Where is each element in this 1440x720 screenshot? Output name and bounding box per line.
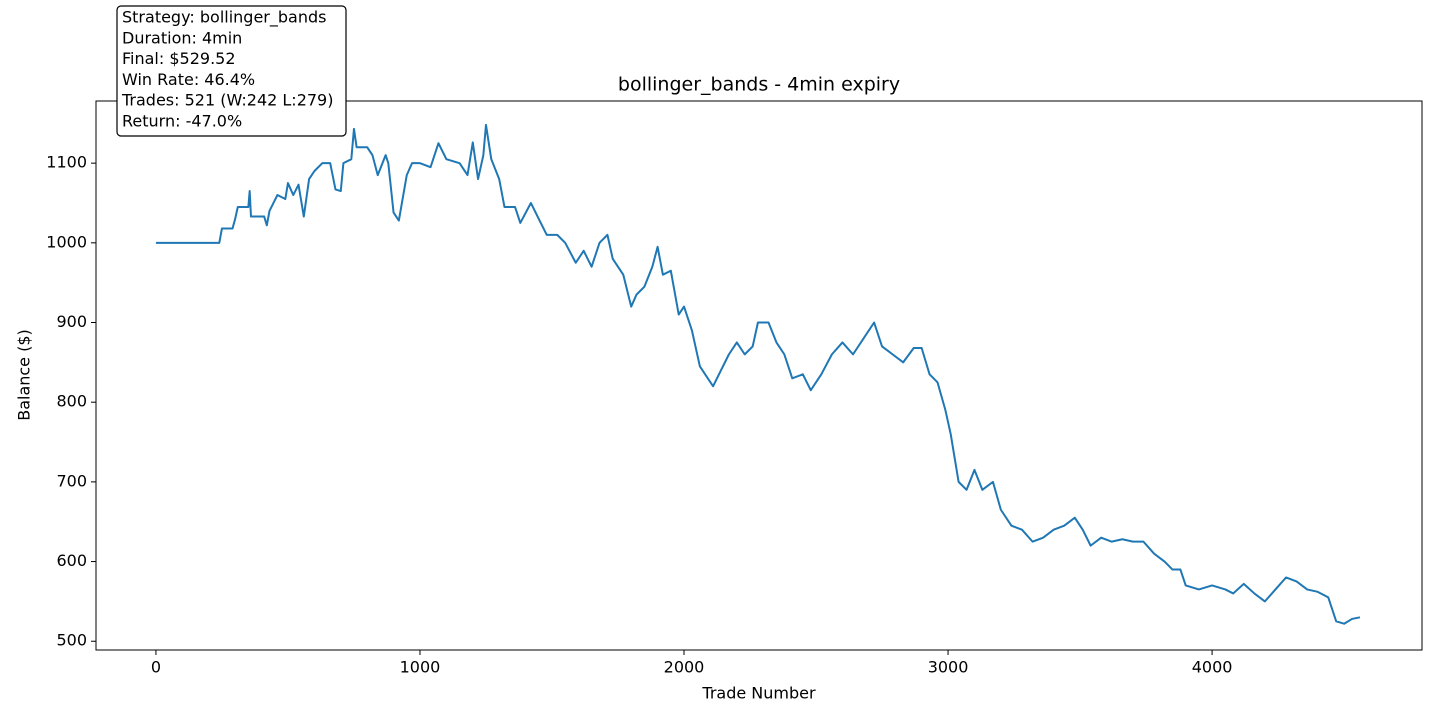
x-tick-label: 4000 — [1192, 658, 1233, 677]
y-tick-label: 1000 — [46, 232, 87, 251]
annotation-line: Final: $529.52 — [122, 49, 236, 68]
annotation-line: Trades: 521 (W:242 L:279) — [121, 91, 333, 110]
x-tick-label: 2000 — [664, 658, 705, 677]
balance-line — [155, 123, 1361, 625]
annotation-box — [116, 5, 347, 137]
annotation-line: Duration: 4min — [122, 28, 242, 47]
chart-title: bollinger_bands - 4min expiry — [618, 74, 900, 96]
y-axis-label: Balance ($) — [15, 329, 34, 421]
y-tick-label: 800 — [56, 392, 87, 411]
x-axis-label: Trade Number — [701, 684, 816, 703]
y-tick-label: 1100 — [46, 153, 87, 172]
y-tick-label: 600 — [56, 551, 87, 570]
annotation-line: Strategy: bollinger_bands — [122, 8, 326, 28]
annotation-line: Return: -47.0% — [122, 112, 242, 131]
y-tick-label: 700 — [56, 471, 87, 490]
x-tick-label: 0 — [151, 658, 161, 677]
annotation-line: Win Rate: 46.4% — [122, 70, 255, 89]
plot-frame — [95, 100, 1423, 651]
plot-area — [155, 123, 1361, 625]
x-tick-label: 1000 — [400, 658, 441, 677]
y-tick-label: 500 — [56, 631, 87, 650]
y-tick-label: 900 — [56, 312, 87, 331]
x-tick-label: 3000 — [928, 658, 969, 677]
